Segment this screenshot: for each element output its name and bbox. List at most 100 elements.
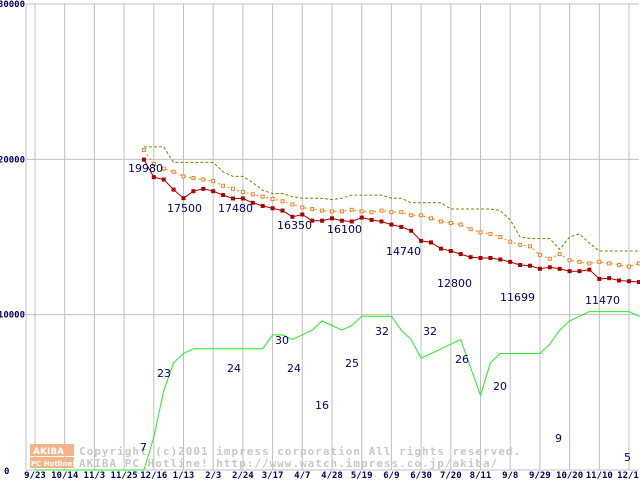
avg-price-point	[488, 231, 493, 236]
min-price-point	[537, 266, 542, 271]
avg-price-point	[419, 213, 424, 218]
y-tick-label: 20000	[0, 155, 25, 165]
avg-price-point	[627, 264, 631, 269]
min-price-point	[211, 189, 216, 194]
data-label: 16	[315, 399, 329, 412]
avg-price-point	[300, 205, 305, 210]
avg-price-point	[369, 210, 374, 215]
grid	[25, 3, 639, 471]
min-price-point	[330, 216, 334, 221]
min-price-point	[151, 175, 156, 180]
x-tick-label: 11/3	[84, 471, 106, 480]
avg-price-point	[290, 202, 295, 207]
avg-price-point	[448, 221, 453, 226]
logo-top-text: AKIBA	[33, 447, 64, 457]
avg-price-point	[141, 148, 146, 153]
avg-price-point	[310, 207, 315, 212]
min-price-point	[518, 262, 523, 267]
x-tick-label: 11/25	[111, 471, 138, 480]
data-label: 24	[287, 362, 301, 375]
x-tick-label: 2/24	[232, 471, 254, 480]
y-tick-label: 30000	[0, 0, 25, 10]
series-layer	[35, 146, 640, 471]
data-label: 30	[275, 334, 289, 347]
data-label: 7	[140, 441, 147, 454]
min-price-point	[498, 257, 503, 262]
data-label: 32	[375, 325, 389, 338]
min-price-point	[369, 217, 374, 222]
min-price-point	[231, 196, 235, 201]
avg-price-point	[240, 189, 245, 194]
min-price-point	[468, 255, 473, 260]
data-label: 32	[423, 325, 437, 338]
avg-price-point	[458, 222, 463, 227]
min-price-point	[399, 224, 404, 229]
min-price-point	[349, 219, 354, 224]
min-price-point	[528, 263, 532, 268]
min-price-point	[379, 219, 384, 224]
url-text: AKIBA PC Hotline! http://www.watch.impre…	[79, 457, 498, 470]
avg-price-point	[528, 244, 532, 249]
data-label: 9	[555, 432, 562, 445]
avg-price-point	[498, 235, 503, 239]
data-label: 11470	[585, 294, 620, 307]
min-price-point	[260, 203, 265, 208]
avg-price-point	[270, 196, 275, 201]
min-price-point	[240, 196, 245, 201]
data-label: 5	[624, 451, 631, 464]
avg-price-point	[607, 261, 612, 266]
data-label: 23	[157, 367, 171, 380]
x-tick-label: 7/20	[440, 471, 462, 480]
min-price-point	[290, 214, 295, 219]
x-tick-label: 4/28	[321, 471, 343, 480]
avg-price-point	[211, 179, 216, 184]
min-price-point	[339, 218, 344, 223]
avg-price-point	[429, 216, 433, 221]
data-label: 17500	[167, 202, 202, 215]
avg-price-point	[587, 261, 592, 266]
min-price-point	[419, 238, 424, 243]
avg-price-point	[151, 161, 156, 166]
x-tick-label: 11/10	[586, 471, 613, 480]
x-tick-label: 2/3	[205, 471, 221, 480]
x-tick-label: 8/11	[470, 471, 492, 480]
min-price-point	[310, 218, 315, 223]
x-tick-label: 12/1	[617, 471, 639, 480]
avg-price-point	[577, 259, 582, 264]
data-label: 24	[227, 362, 241, 375]
avg-price-point	[171, 169, 176, 174]
avg-price-point	[567, 258, 572, 263]
avg-price-point	[191, 175, 196, 180]
avg-price-point	[478, 230, 483, 235]
logo-bottom-text: PC Hotline!	[31, 460, 75, 468]
x-tick-label: 9/8	[502, 471, 518, 480]
avg-price-point	[468, 227, 473, 232]
avg-price-point	[636, 261, 640, 266]
min-price-point	[547, 265, 552, 270]
logo-top-bg	[30, 444, 74, 456]
copyright-text: Copyright (c)2001 impress corporation Al…	[79, 445, 521, 458]
min-price-point	[270, 206, 275, 211]
avg-price-point	[409, 213, 414, 218]
min-price-point	[607, 276, 612, 281]
data-label: 20	[493, 380, 507, 393]
avg-price-point	[339, 209, 344, 214]
x-tick-label: 9/23	[24, 471, 46, 480]
min-price-point	[409, 228, 414, 233]
avg-price-point	[320, 208, 325, 213]
x-axis: 9/23 10/14 11/3 11/25 12/16 1/13 2/3 2/24 3/17 4/…	[24, 471, 639, 480]
x-tick-label: 4/7	[294, 471, 310, 480]
avg-price-point	[250, 192, 255, 197]
avg-price-point	[389, 210, 394, 215]
min-price-point	[300, 212, 305, 217]
data-label: 11699	[500, 291, 535, 304]
min-price-point	[488, 255, 493, 260]
avg-price-point	[399, 210, 404, 215]
min-price-point	[181, 196, 186, 201]
data-label: 26	[455, 353, 469, 366]
avg-price-point	[201, 177, 206, 182]
min-price-point	[597, 276, 602, 281]
x-tick-label: 10/14	[51, 471, 79, 480]
avg-price-point	[518, 242, 523, 247]
min-price-point	[389, 222, 394, 227]
